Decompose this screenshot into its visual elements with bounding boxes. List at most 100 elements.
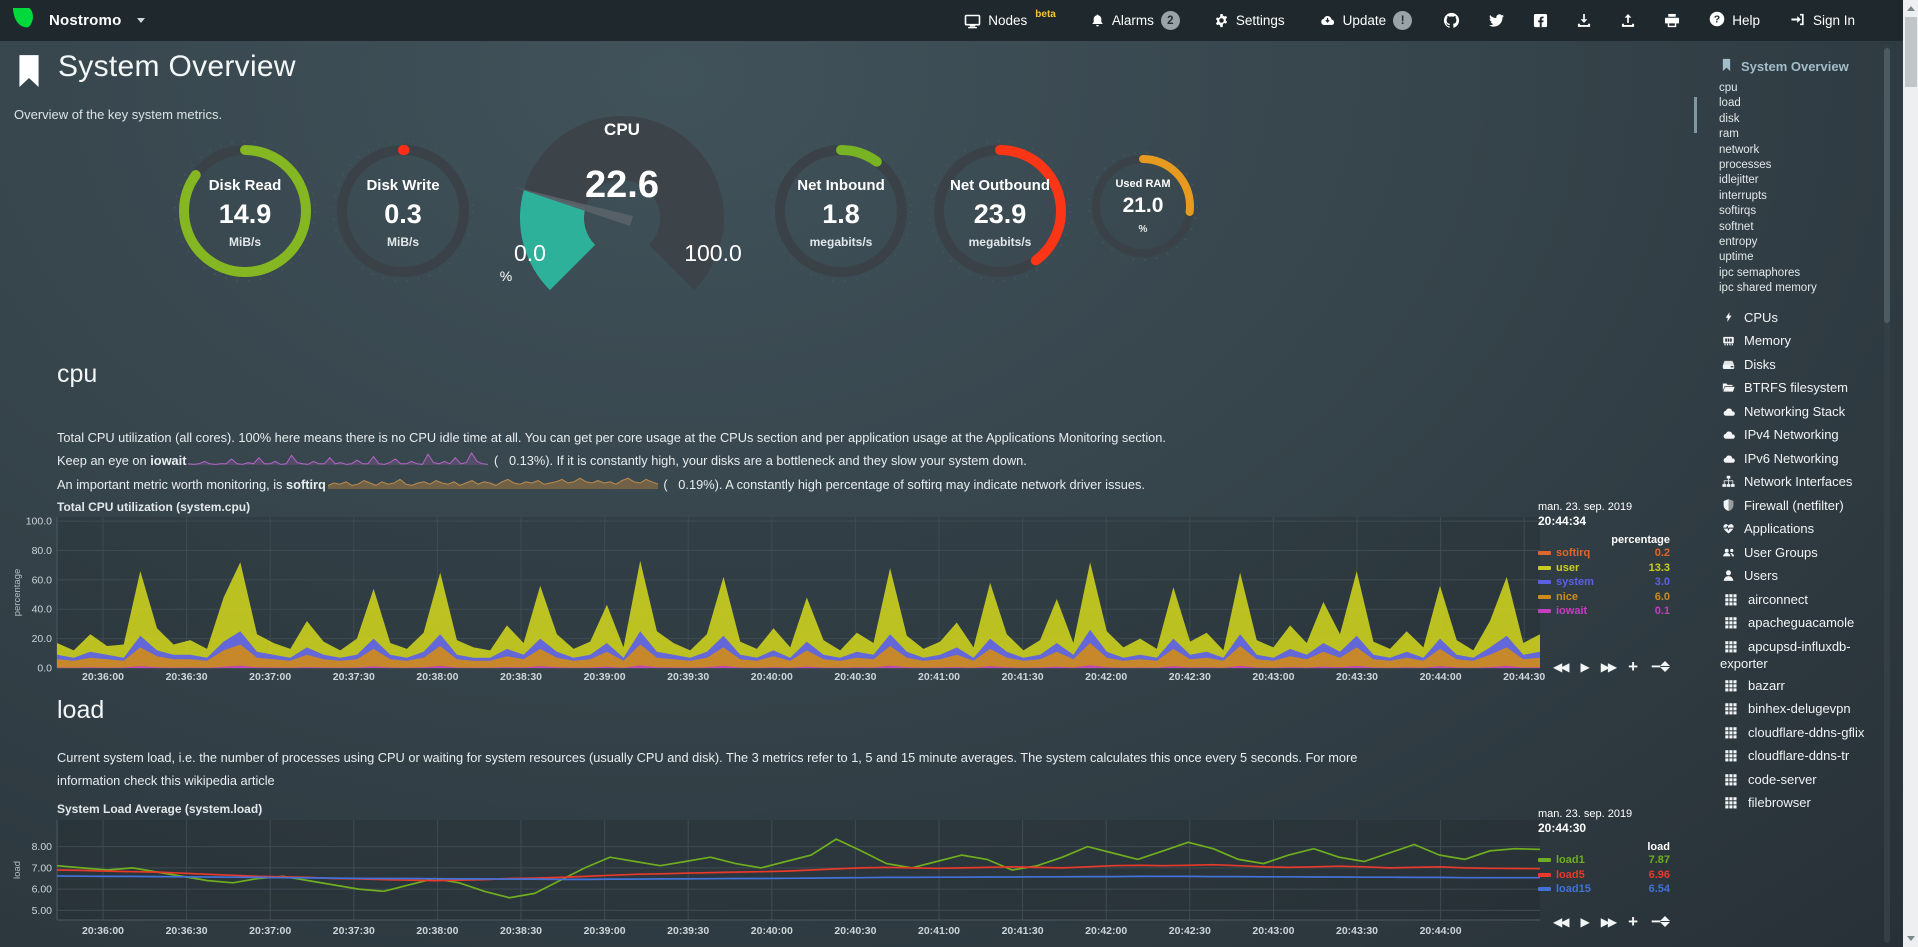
brand[interactable]: Nostromo bbox=[10, 5, 146, 37]
upload-icon[interactable] bbox=[1606, 0, 1650, 41]
zoom-in-button[interactable]: + bbox=[1628, 912, 1639, 931]
sign-in-button[interactable]: Sign In bbox=[1775, 0, 1870, 41]
sidebar-item-cpus[interactable]: CPUs bbox=[1690, 307, 1903, 331]
resize-button[interactable] bbox=[1660, 916, 1670, 927]
play-button[interactable]: ▶ bbox=[1580, 660, 1589, 674]
legend-row-load5[interactable]: load5 6.96 bbox=[1538, 868, 1670, 883]
chart-legend: man. 23. sep. 2019 20:44:30 load load1 7.87 l… bbox=[1538, 808, 1670, 897]
sidebar-subitem-processes[interactable]: processes bbox=[1719, 159, 1772, 172]
sidebar-item-binhex-delugevpn[interactable]: binhex-delugevpn bbox=[1690, 698, 1903, 722]
sidebar-subitem-softnet[interactable]: softnet bbox=[1719, 220, 1754, 233]
legend-row-user[interactable]: user 13.3 bbox=[1538, 561, 1670, 576]
svg-text:20:41:30: 20:41:30 bbox=[1002, 671, 1044, 683]
sidebar-subitem-ipc-semaphores[interactable]: ipc semaphores bbox=[1719, 266, 1801, 279]
sidebar-subitem-uptime[interactable]: uptime bbox=[1719, 251, 1754, 264]
zoom-out-button[interactable]: − bbox=[1651, 657, 1662, 676]
sidebar-subitem-entropy[interactable]: entropy bbox=[1719, 236, 1758, 249]
sidebar-subitem-disk[interactable]: disk bbox=[1719, 112, 1740, 125]
download-icon[interactable] bbox=[1562, 0, 1606, 41]
sidebar-item-btrfs-filesystem[interactable]: BTRFS filesystem bbox=[1690, 377, 1903, 401]
sidebar-subitem-ipc-shared-memory[interactable]: ipc shared memory bbox=[1719, 282, 1817, 295]
cpu-gauge[interactable]: CPU 22.6 0.0 100.0 % bbox=[500, 112, 742, 308]
sidebar-item-ipv4-networking[interactable]: IPv4 Networking bbox=[1690, 424, 1903, 448]
sidebar-item-users[interactable]: Users bbox=[1690, 565, 1903, 589]
sidebar-item-user-groups[interactable]: User Groups bbox=[1690, 542, 1903, 566]
zoom-out-button[interactable]: − bbox=[1651, 912, 1662, 931]
sidebar-item-firewall-netfilter-[interactable]: Firewall (netfilter) bbox=[1690, 495, 1903, 519]
sidebar-item-cloudflare-ddns-tr[interactable]: cloudflare-ddns-tr bbox=[1690, 745, 1903, 769]
sidebar-subitem-network[interactable]: network bbox=[1719, 143, 1760, 156]
legend-row-system[interactable]: system 3.0 bbox=[1538, 575, 1670, 590]
svg-text:20:38:30: 20:38:30 bbox=[500, 925, 542, 937]
legend-value: 7.87 bbox=[1648, 854, 1670, 867]
wikipedia-link[interactable]: wikipedia article bbox=[184, 773, 275, 788]
sidebar-item-apcupsd-influxdb-exporter[interactable]: apcupsd-influxdb-exporter bbox=[1690, 636, 1903, 675]
backward-button[interactable]: ◀◀ bbox=[1553, 660, 1570, 674]
legend-row-nice[interactable]: nice 6.0 bbox=[1538, 590, 1670, 605]
sidebar-item-label: Disks bbox=[1744, 356, 1776, 372]
cpu-chart[interactable]: 20:36:00 20:36:30 20:37:00 20:37:30 20:38:00… bbox=[10, 497, 1710, 693]
disk-read-gauge[interactable]: Disk Read 14.9 MiB/s bbox=[170, 136, 320, 286]
legend-row-iowait[interactable]: iowait 0.1 bbox=[1538, 604, 1670, 619]
page-scrollbar[interactable] bbox=[1903, 0, 1918, 947]
load-section-heading: load bbox=[57, 696, 105, 724]
net-outbound-gauge[interactable]: Net Outbound 23.9 megabits/s bbox=[925, 136, 1075, 286]
nav-item-label: Settings bbox=[1235, 13, 1285, 28]
nav-item-settings[interactable]: Settings bbox=[1197, 0, 1302, 41]
sidebar-item-cloudflare-ddns-gflix[interactable]: cloudflare-ddns-gflix bbox=[1690, 722, 1903, 746]
disk-write-gauge[interactable]: Disk Write 0.3 MiB/s bbox=[328, 136, 478, 286]
scroll-up-arrow-icon[interactable] bbox=[1906, 6, 1915, 11]
sidebar-subitem-interrupts[interactable]: interrupts bbox=[1719, 189, 1767, 202]
forward-button[interactable]: ▶▶ bbox=[1600, 660, 1618, 674]
page-scrollbar-thumb[interactable] bbox=[1904, 17, 1917, 87]
sidebar-item-networking-stack[interactable]: Networking Stack bbox=[1690, 401, 1903, 425]
sidebar-item-ipv6-networking[interactable]: IPv6 Networking bbox=[1690, 448, 1903, 472]
help-button[interactable]: ? Help bbox=[1694, 0, 1775, 41]
shield-icon bbox=[1720, 498, 1737, 516]
nav-item-alarms[interactable]: Alarms 2 bbox=[1073, 0, 1197, 41]
sidebar-scrollbar[interactable] bbox=[1884, 45, 1890, 943]
iowait-sparkline bbox=[188, 450, 489, 473]
used-ram-gauge[interactable]: Used RAM 21.0% bbox=[1085, 148, 1201, 264]
gear-icon bbox=[1214, 13, 1229, 28]
legend-row-softirq[interactable]: softirq 0.2 bbox=[1538, 546, 1670, 561]
sidebar-item-apacheguacamole[interactable]: apacheguacamole bbox=[1690, 612, 1903, 636]
scroll-down-arrow-icon[interactable] bbox=[1906, 936, 1915, 941]
nav-item-nodes[interactable]: Nodes beta bbox=[947, 0, 1073, 41]
sidebar-subitem-ram[interactable]: ram bbox=[1719, 128, 1739, 141]
sidebar-scrollbar-thumb[interactable] bbox=[1884, 48, 1890, 323]
github-icon[interactable] bbox=[1429, 0, 1474, 41]
sidebar-subitem-cpu[interactable]: cpu bbox=[1719, 82, 1738, 94]
print-icon[interactable] bbox=[1650, 0, 1694, 41]
legend-row-load1[interactable]: load1 7.87 bbox=[1538, 853, 1670, 868]
twitter-icon[interactable] bbox=[1474, 0, 1519, 41]
sidebar-item-network-interfaces[interactable]: Network Interfaces bbox=[1690, 471, 1903, 495]
sidebar-subitem-idlejitter[interactable]: idlejitter bbox=[1719, 174, 1759, 187]
sidebar-subitem-softirqs[interactable]: softirqs bbox=[1719, 205, 1757, 218]
sidebar-item-system-overview[interactable]: System Overview bbox=[1690, 41, 1903, 81]
facebook-icon[interactable] bbox=[1519, 0, 1562, 41]
sidebar-item-filebrowser[interactable]: filebrowser bbox=[1690, 792, 1903, 816]
backward-button[interactable]: ◀◀ bbox=[1553, 915, 1570, 929]
sidebar-item-airconnect[interactable]: airconnect bbox=[1690, 589, 1903, 613]
nav-item-label: Alarms bbox=[1111, 13, 1154, 28]
play-button[interactable]: ▶ bbox=[1580, 915, 1589, 929]
zoom-in-button[interactable]: + bbox=[1628, 657, 1639, 676]
sidebar-item-applications[interactable]: Applications bbox=[1690, 518, 1903, 542]
net-inbound-gauge[interactable]: Net Inbound 1.8 megabits/s bbox=[766, 136, 916, 286]
svg-text:20:42:30: 20:42:30 bbox=[1169, 671, 1211, 683]
svg-text:20:39:00: 20:39:00 bbox=[584, 671, 626, 683]
sidebar-item-memory[interactable]: Memory bbox=[1690, 330, 1903, 354]
sidebar-item-disks[interactable]: Disks bbox=[1690, 354, 1903, 378]
forward-button[interactable]: ▶▶ bbox=[1600, 915, 1618, 929]
sidebar-item-label: BTRFS filesystem bbox=[1744, 380, 1849, 396]
nav-item-update[interactable]: Update! bbox=[1302, 0, 1430, 41]
sidebar-item-code-server[interactable]: code-server bbox=[1690, 769, 1903, 793]
sidebar-item-bazarr[interactable]: bazarr bbox=[1690, 675, 1903, 699]
sidebar-subitem-load[interactable]: load bbox=[1719, 97, 1741, 110]
svg-text:20:42:30: 20:42:30 bbox=[1169, 925, 1211, 937]
resize-button[interactable] bbox=[1660, 661, 1670, 672]
legend-row-load15[interactable]: load15 6.54 bbox=[1538, 882, 1670, 897]
legend-name: system bbox=[1556, 576, 1594, 589]
load-chart[interactable]: 20:36:00 20:36:30 20:37:00 20:37:30 20:38:00… bbox=[10, 795, 1710, 947]
